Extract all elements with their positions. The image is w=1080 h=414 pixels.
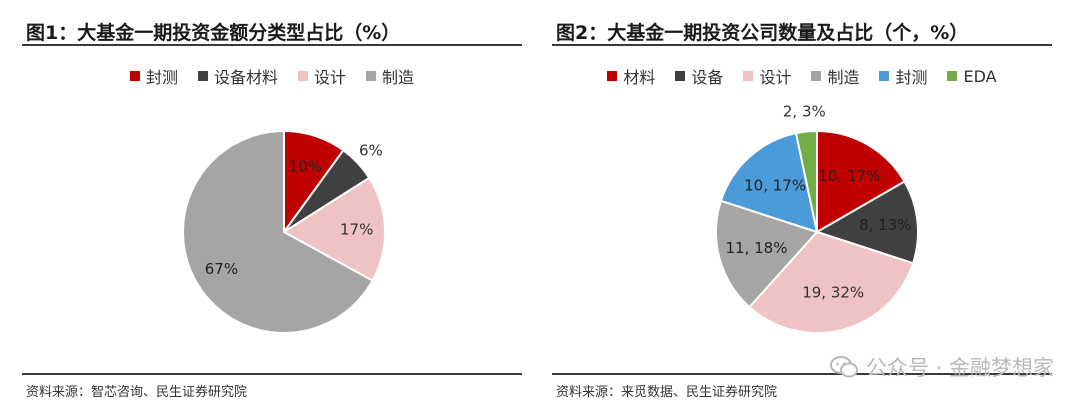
chart-2-title-rule [552,44,1052,46]
chart-1-legend-item: 封测 [129,64,178,88]
chart-2-legend-swatch [811,71,822,81]
chart-2-legend-item: EDA [947,64,997,88]
chart-1-slice-设计 [282,176,386,283]
chart-1-legend: 封测 设备材料 设计 制造 [22,64,522,88]
chart-2-legend-label: 设备 [691,68,724,87]
chart-1-slice-label: 10% [289,158,322,176]
chart-1-source: 资料来源：智芯咨询、民生证券研究院 [26,385,248,400]
chart-panel-1: 图1：大基金一期投资金额分类型占比（%） 封测 设备材料 设计 制造 10% 6% 17%… [22,0,522,414]
chart-2-legend-item: 制造 [811,64,859,88]
chart-1-legend-label: 制造 [382,68,415,87]
chart-2-slice-设备 [814,180,919,265]
chart-2-slice-label: 11, 18% [726,239,788,257]
wechat-icon [829,356,858,378]
chart-2-slice-设计 [748,230,915,334]
chart-1-legend-item: 设备材料 [197,64,278,88]
chart-2-slice-EDA [794,129,818,233]
chart-1-slice-label: 17% [340,221,373,239]
chart-2-legend-swatch [743,71,754,81]
chart-1-legend-item: 设计 [298,64,346,88]
chart-2-legend-label: 制造 [827,68,860,87]
chart-2-slice-材料 [816,129,906,234]
chart-2-legend-item: 封测 [879,64,927,88]
chart-2-legend-label: 封测 [895,68,928,87]
chart-1-legend-swatch [366,71,377,81]
chart-2-legend-item: 设计 [743,64,791,88]
watermark-text: 公众号 · 金融梦想家 [865,356,1054,380]
chart-2-legend-item: 材料 [607,64,655,88]
chart-2-slice-label: 2, 3% [783,102,826,120]
chart-1-slice-制造 [182,129,374,334]
chart-1-legend-swatch [197,71,208,81]
chart-1-legend-swatch [129,71,140,81]
chart-2-legend-swatch [675,71,686,81]
chart-2-title: 图2：大基金一期投资公司数量及占比（个，%） [556,22,969,44]
chart-2-legend-item: 设备 [675,64,723,88]
chart-2-legend-swatch [607,71,618,81]
chart-1-legend-item: 制造 [366,64,414,88]
chart-1-legend-label: 设备材料 [213,68,278,87]
chart-1-pie: 10% 6% 17% 67% [182,129,386,334]
chart-2-slice-label: 19, 32% [802,283,864,301]
chart-2-source: 资料来源：来觅数据、民生证券研究院 [556,385,778,400]
chart-2-legend-label: 材料 [623,68,656,87]
chart-2-slice-封测 [719,132,819,234]
chart-1-title-rule [22,44,522,46]
watermark: 公众号 · 金融梦想家 [829,352,1054,382]
chart-2-source-rule [552,373,1052,375]
chart-2-legend-label: EDA [963,66,997,86]
chart-2-legend-swatch [879,71,890,81]
chart-1-legend-label: 设计 [314,68,347,87]
chart-2-legend-swatch [947,71,958,81]
chart-2-pie: 10, 17% 8, 13% 19, 32% 11, 18% 10, 17% 2, 3% [715,102,919,334]
chart-2-slice-label: 10, 17% [818,167,880,185]
chart-2-slice-制造 [715,199,819,309]
chart-2-slice-label: 8, 13% [859,216,911,234]
chart-1-source-rule [22,373,522,375]
chart-2-legend-label: 设计 [759,68,792,87]
chart-2-legend: 材料 设备 设计 制造 封测 EDA [552,64,1052,88]
chart-1-title: 图1：大基金一期投资金额分类型占比（%） [26,22,401,44]
chart-1-slice-label: 67% [205,260,238,278]
chart-panel-2: 图2：大基金一期投资公司数量及占比（个，%） 材料 设备 设计 制造 封测 EDA 10,… [552,0,1052,414]
chart-2-slice-label: 10, 17% [744,176,806,194]
chart-1-slice-label: 6% [359,141,383,159]
chart-1-legend-label: 封测 [145,68,178,87]
chart-1-legend-swatch [298,71,308,81]
